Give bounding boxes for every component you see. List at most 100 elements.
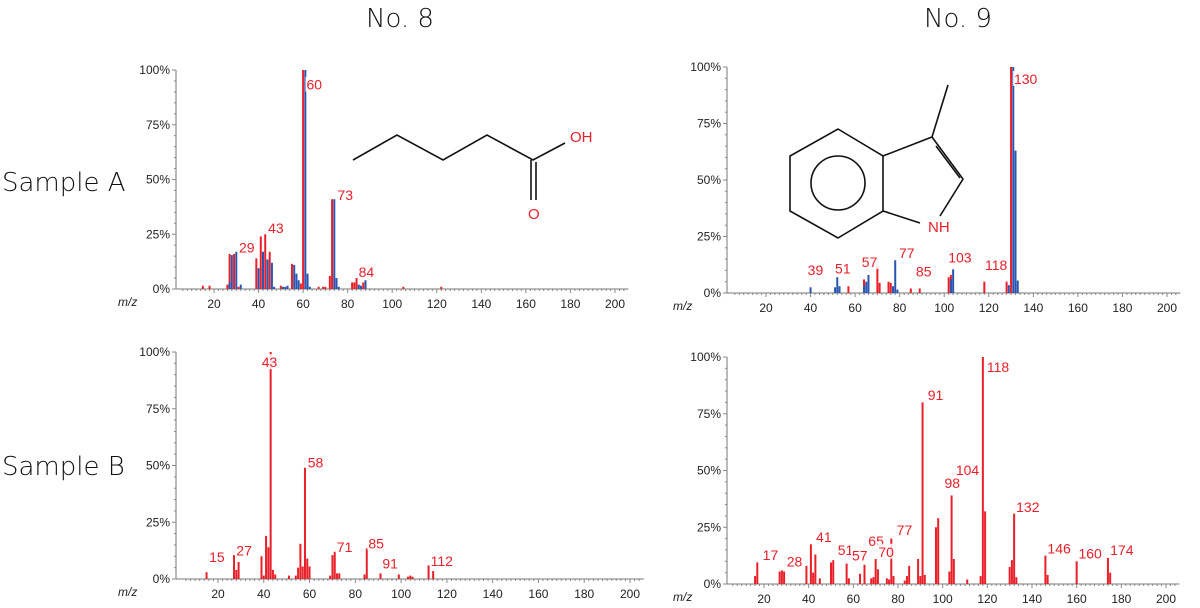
peak-label-background [943, 475, 962, 491]
peak-bar-red [328, 275, 331, 289]
peak-label-background [914, 263, 933, 279]
peak-bar-red [876, 569, 879, 584]
peak-bar-blue [304, 70, 307, 289]
peak-label-background [1046, 540, 1073, 556]
peak-label: 58 [308, 454, 324, 470]
peak-bar-red [411, 576, 414, 579]
peak-label: 85 [368, 535, 384, 551]
x-tick-label: 160 [1067, 592, 1087, 606]
peak-bar-red [830, 562, 832, 584]
x-axis-label: m/z [118, 585, 137, 599]
peak-bar-red [1010, 67, 1013, 293]
peak-bar-blue [894, 260, 897, 293]
peak-label: 85 [916, 264, 932, 280]
peak-label-background [850, 547, 869, 563]
peak-bar-blue [834, 287, 837, 293]
x-tick-label: 100 [933, 592, 953, 606]
peak-bar-red [918, 288, 921, 293]
peak-bar-red [984, 511, 987, 584]
peak-label: 60 [306, 77, 322, 93]
peak-bar-red [201, 285, 204, 289]
peak-label-background [897, 244, 916, 260]
peak-bar-red [301, 566, 304, 579]
peak-label: 57 [862, 254, 878, 270]
peak-bar-red [947, 277, 950, 293]
peak-label: 29 [239, 240, 255, 256]
y-tick-label: 100% [139, 345, 170, 359]
peak-bar-blue [952, 269, 955, 293]
peak-bar-red [1005, 281, 1008, 293]
spectrum-chart-1: 0% 25% 50% 75% 100% 20 40 60 80 100 120 140 160 180 20… [118, 63, 629, 311]
x-tick-label: 40 [804, 301, 818, 315]
peak-label: 160 [1078, 545, 1102, 561]
peak-bar-red [878, 282, 881, 293]
peak-bar-red [427, 565, 430, 579]
y-tick-label: 25% [146, 227, 170, 241]
x-tick-label: 180 [574, 587, 594, 601]
peak-bar-blue [949, 279, 952, 293]
peak-label-background [785, 553, 804, 569]
peak-bar-red [937, 518, 940, 584]
peak-label: 39 [808, 262, 824, 278]
peak-bar-blue [896, 289, 899, 293]
peak-bar-red [397, 574, 400, 579]
x-tick-label: 60 [296, 297, 310, 311]
peak-bar-red [351, 282, 354, 289]
y-tick-label: 75% [697, 117, 721, 131]
peak-bar-red [859, 573, 862, 584]
y-tick-label: 0% [153, 572, 171, 586]
peak-bar-red [226, 284, 229, 289]
peak-bar-red [317, 286, 320, 289]
peak-bar-red [353, 282, 356, 289]
peak-label-background [367, 535, 386, 551]
peak-label-background [834, 260, 853, 276]
x-tick-label: 160 [1068, 301, 1088, 315]
peak-label: 132 [1016, 499, 1040, 515]
peak-bar-red [1046, 574, 1049, 584]
peak-bar-red [297, 567, 300, 579]
peak-label-background [1015, 498, 1042, 514]
peak-label-background [237, 239, 256, 255]
x-tick-label: 120 [979, 301, 999, 315]
peak-bar-red [756, 562, 759, 584]
x-tick-label: 60 [847, 592, 861, 606]
peak-bar-red [814, 554, 817, 584]
peak-label: 174 [1110, 542, 1134, 558]
peak-label: 91 [382, 555, 398, 571]
peak-label-background [429, 553, 456, 569]
x-tick-label: 200 [605, 297, 625, 311]
peak-label: 43 [268, 220, 284, 236]
x-tick-label: 80 [349, 587, 363, 601]
structure-label-o: O [528, 206, 540, 223]
peak-bar-red [338, 573, 341, 579]
peak-bar-blue [360, 285, 363, 289]
peak-bar-blue [1014, 150, 1017, 293]
peak-bar-blue [262, 251, 265, 289]
peak-label-background [836, 541, 855, 557]
peak-bar-red [809, 544, 812, 584]
structure-label-oh: OH [570, 129, 593, 146]
peak-bar-red [981, 357, 984, 584]
peak-bar-blue [257, 268, 260, 289]
peak-bar-red [336, 573, 339, 579]
peak-label-background [1077, 545, 1104, 561]
peak-bar-blue [284, 286, 287, 289]
peak-label: 130 [1014, 71, 1038, 87]
peak-bar-blue [306, 273, 309, 289]
peak-bar-red [1010, 560, 1013, 584]
peak-bar-red [208, 285, 211, 289]
x-axis-label: m/z [673, 590, 692, 604]
peak-label-background [895, 521, 914, 537]
peak-bar-blue [1007, 285, 1010, 293]
peak-bar-blue [867, 274, 870, 293]
x-tick-label: 40 [252, 297, 266, 311]
spectrum-chart-2: 0% 25% 50% 75% 100% 20 40 60 80 100 120 140 160 180 20… [673, 60, 1181, 315]
peak-bar-red [887, 281, 890, 293]
column-title-no8: No. 8 [366, 4, 434, 34]
peak-bar-red [299, 283, 302, 289]
peak-bar-red [919, 576, 922, 584]
peak-bar-blue [295, 273, 298, 289]
peak-label-background [381, 555, 400, 571]
peak-bar-red [1015, 577, 1018, 584]
peak-bar-red [979, 576, 982, 584]
